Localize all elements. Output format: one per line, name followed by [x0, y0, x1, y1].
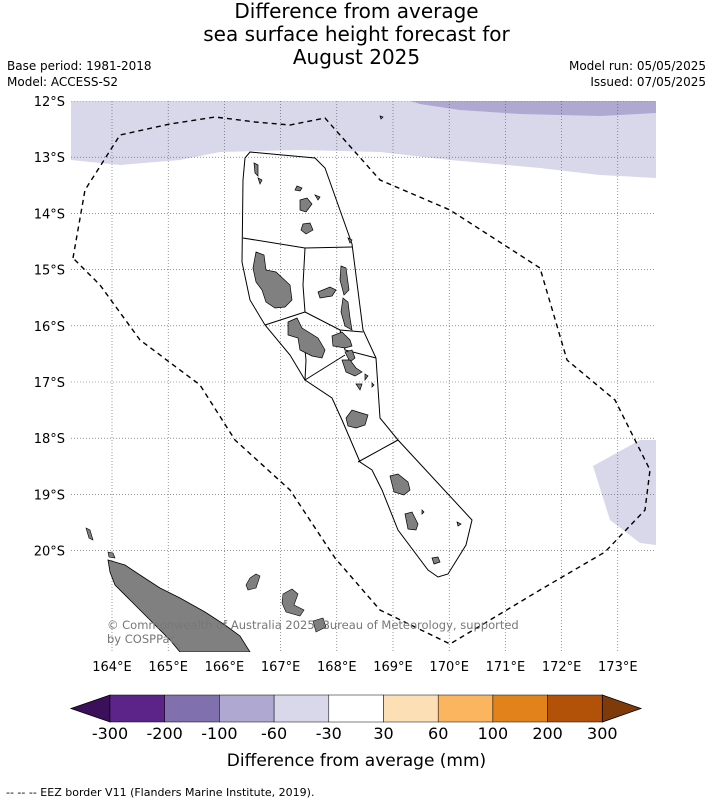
map-area [71, 101, 656, 652]
colorbar-bin [383, 694, 439, 723]
latitude-label: 18°S [34, 432, 65, 447]
longitude-label: 173°E [598, 660, 638, 675]
issued-date: Issued: 07/05/2025 [590, 75, 706, 89]
colorbar-tick-label: 300 [587, 724, 618, 743]
base-period: Base period: 1981-2018 [7, 59, 152, 73]
map-frame [71, 101, 656, 652]
longitude-label: 170°E [429, 660, 469, 675]
latitude-label: 17°S [34, 376, 65, 391]
colorbar-tick-label: -60 [261, 724, 288, 743]
colorbar-tick-label: -200 [146, 724, 183, 743]
anomaly-region-east [593, 440, 656, 545]
latitude-label: 19°S [34, 488, 65, 503]
longitude-label: 169°E [373, 660, 413, 675]
colorbar [69, 694, 643, 723]
left-metadata: Base period: 1981-2018 Model: ACCESS-S2 [7, 58, 152, 90]
colorbar-tick-label: 100 [477, 724, 509, 743]
longitude-label: 166°E [205, 660, 245, 675]
longitude-label: 167°E [261, 660, 301, 675]
model-name: Model: ACCESS-S2 [7, 75, 119, 89]
latitude-label: 13°S [34, 151, 65, 166]
map-title: Difference from average sea surface heig… [0, 0, 713, 69]
title-line-3: August 2025 [292, 45, 421, 69]
islet [107, 551, 116, 559]
copyright-line-1: © Commonwealth of Australia 2025, Bureau… [107, 618, 519, 632]
colorbar-tick-label: 30 [373, 724, 394, 743]
latitude-label: 12°S [34, 95, 65, 110]
latitude-label: 20°S [34, 545, 65, 560]
colorbar-bin [437, 694, 494, 723]
longitude-label: 171°E [486, 660, 526, 675]
anomaly-region-north-stronger [410, 101, 656, 116]
longitude-labels: 164°E 165°E 166°E 167°E 168°E 169°E 170°E 171°E… [92, 660, 637, 675]
colorbar-min-arrow [69, 694, 111, 723]
longitude-label: 164°E [92, 660, 132, 675]
colorbar-title: Difference from average (mm) [226, 751, 487, 771]
right-metadata: Model run: 05/05/2025 Issued: 07/05/2025 [569, 58, 706, 90]
title-line-2: sea surface height forecast for [203, 22, 510, 46]
colorbar-max-arrow [601, 694, 643, 723]
colorbar-bin [109, 694, 165, 723]
longitude-label: 165°E [148, 660, 188, 675]
colorbar-tick-label: -30 [315, 724, 342, 743]
loyalty-island [281, 588, 305, 617]
loyalty-island [245, 573, 261, 591]
new-caledonia-landmass [107, 559, 251, 652]
model-run: Model run: 05/05/2025 [568, 59, 706, 73]
latitude-label: 15°S [34, 264, 65, 279]
colorbar-bin [273, 694, 330, 723]
latitude-label: 14°S [34, 207, 65, 222]
colorbar-bin [164, 694, 220, 723]
colorbar-tick-label: 60 [428, 724, 449, 743]
vanuatu-islands [252, 115, 462, 565]
anomaly-region-north [71, 101, 656, 178]
latitude-label: 16°S [34, 320, 65, 335]
islet [85, 527, 94, 541]
colorbar-bin [547, 694, 603, 723]
colorbar-tick-label: -300 [91, 724, 129, 743]
province-lines [242, 237, 399, 463]
latitude-labels: 12°S 13°S 14°S 15°S 16°S 17°S 18°S 19°S 20°S [34, 95, 65, 560]
colorbar-bin [492, 694, 548, 723]
graticule [71, 101, 656, 652]
copyright-line-2: by COSPPac [107, 632, 176, 646]
colorbar-tick-label: 200 [532, 724, 563, 743]
loyalty-island [312, 617, 327, 633]
title-line-1: Difference from average [234, 0, 479, 23]
eez-border-dashed [72, 116, 651, 645]
province-boundary-outer [241, 151, 473, 578]
longitude-label: 172°E [542, 660, 582, 675]
eez-legend-note: -- -- -- EEZ border V11 (Flanders Marine… [6, 786, 315, 799]
colorbar-bin [328, 694, 384, 723]
colorbar-bin [219, 694, 275, 723]
longitude-label: 168°E [317, 660, 357, 675]
colorbar-tick-label: -100 [201, 724, 238, 743]
